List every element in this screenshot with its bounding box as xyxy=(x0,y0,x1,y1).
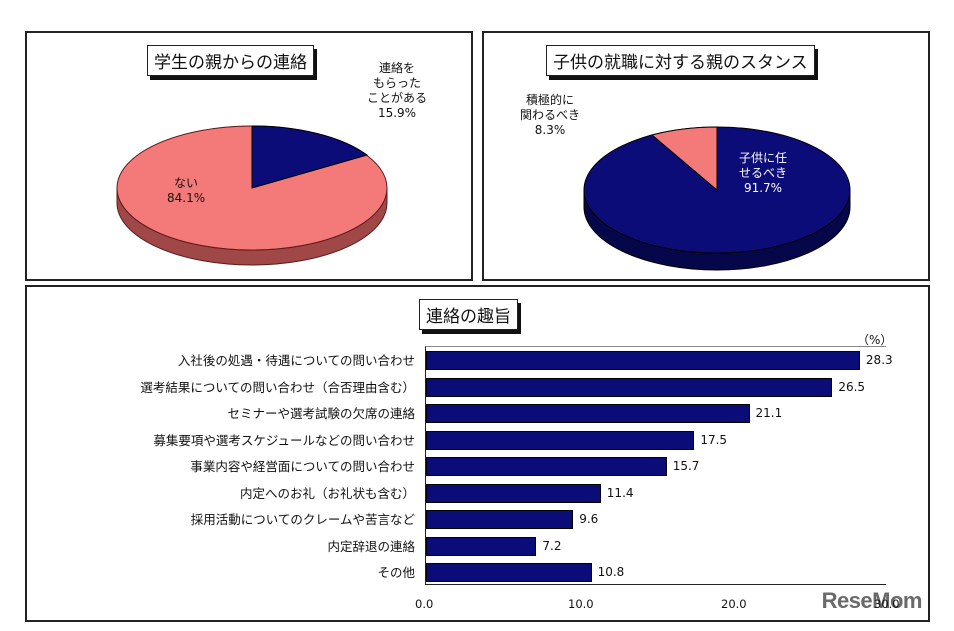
pie1-chart xyxy=(116,125,388,266)
pie2-chart xyxy=(583,126,851,271)
bar-value: 26.5 xyxy=(838,379,866,394)
plot-area: 28.3 26.5 21.1 17.5 15.7 11.4 9.6 7.2 10.8 xyxy=(425,346,893,585)
bar xyxy=(426,483,601,503)
category-label: 募集要項や選考スケジュールなどの問い合わせ xyxy=(153,432,415,448)
bar-value: 15.7 xyxy=(672,459,700,473)
category-label: その他 xyxy=(377,565,415,580)
pie2-label-involve: 積極的に 関わるべき 8.3% xyxy=(520,93,581,137)
bar xyxy=(426,510,574,529)
x-tick-label: 20.0 xyxy=(721,597,747,611)
pie1-title: 学生の親からの連絡 xyxy=(147,45,314,76)
category-label: 採用活動についてのクレームや苦言など xyxy=(190,512,415,527)
pie1-label-contacted: 連絡を もらった ことがある 15.9% xyxy=(367,61,428,120)
unit-label: （%） xyxy=(857,333,893,347)
bar-value: 10.8 xyxy=(597,565,625,579)
bar-value: 17.5 xyxy=(700,432,728,447)
category-label: 内定辞退の連絡 xyxy=(327,538,415,554)
pie2-label-leave-to-child: 子供に任 せるべき 91.7% xyxy=(739,151,788,195)
bar-value: 9.6 xyxy=(579,512,599,526)
bar xyxy=(426,351,860,370)
watermark: ReseMom xyxy=(821,588,923,613)
pie-panel-parent-stance: 子供の就職に対する親のスタンス 積極的に 関わるべき 8.3% 子供に任 せるべ… xyxy=(482,31,930,281)
x-tick-label: 0.0 xyxy=(415,597,434,611)
bar-value: 28.3 xyxy=(865,353,893,367)
x-tick-label: 10.0 xyxy=(568,597,594,611)
bar xyxy=(426,457,667,476)
bar xyxy=(426,377,833,397)
x-tick-label: 30.0 xyxy=(874,597,900,611)
pie2-title: 子供の就職に対する親のスタンス xyxy=(546,45,815,76)
pie-panel-parent-contact: 学生の親からの連絡 連絡を もらった ことがある 15.9% ない 84.1% xyxy=(25,31,473,281)
category-labels: 入社後の処遇・待遇についての問い合わせ選考結果についての問い合わせ（合否理由含む… xyxy=(27,287,415,624)
bar xyxy=(426,430,695,450)
bar xyxy=(426,563,592,582)
category-label: 選考結果についての問い合わせ（合否理由含む） xyxy=(140,379,415,395)
bar-panel-contact-purpose: 連絡の趣旨 （%） 入社後の処遇・待遇についての問い合わせ選考結果についての問い… xyxy=(25,285,930,622)
bar xyxy=(426,404,750,423)
bar-title: 連絡の趣旨 xyxy=(419,299,518,330)
bar xyxy=(426,536,537,556)
category-label: 内定へのお礼（お礼状も含む） xyxy=(239,485,415,501)
bar-value: 7.2 xyxy=(542,538,562,553)
bar-value: 11.4 xyxy=(606,485,634,500)
category-label: セミナーや選考試験の欠席の連絡 xyxy=(227,406,415,421)
category-label: 事業内容や経営面についての問い合わせ xyxy=(190,459,415,474)
bar-value: 21.1 xyxy=(755,406,783,420)
pie1-label-none: ない 84.1% xyxy=(167,176,206,205)
category-label: 入社後の処遇・待遇についての問い合わせ xyxy=(177,353,415,368)
